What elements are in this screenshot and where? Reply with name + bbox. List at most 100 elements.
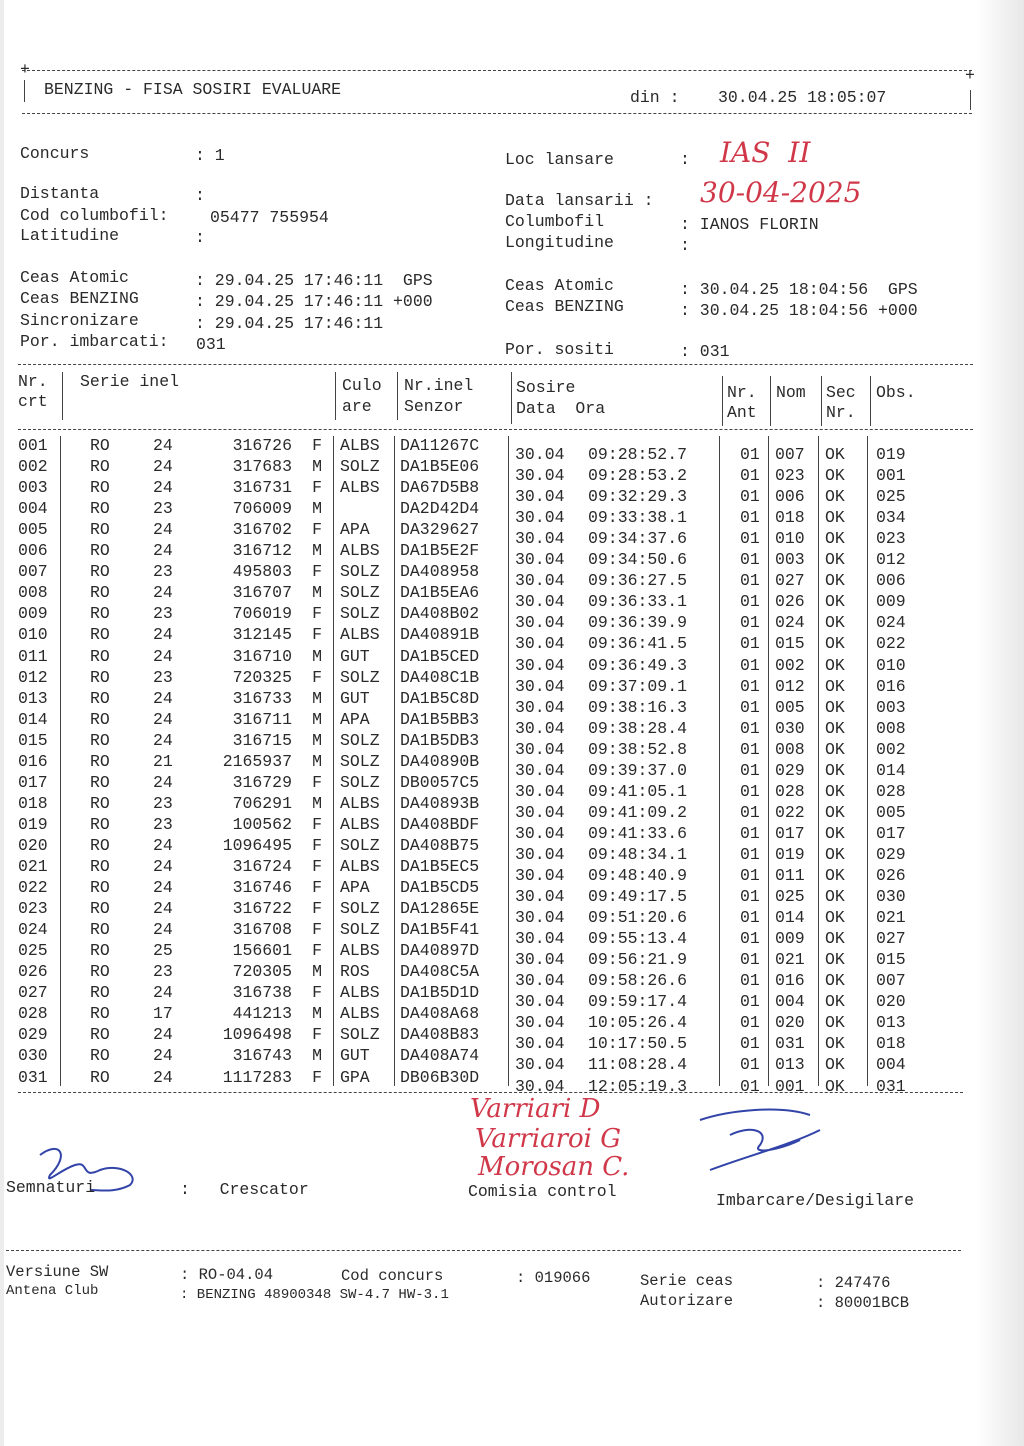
header-right-border — [970, 90, 971, 110]
cell-sec: OK — [825, 634, 845, 654]
col-header-sec-nr: Nr. — [826, 403, 856, 422]
cell-senzor: DA329627 — [400, 520, 480, 540]
col-header-nr-ant: Nr. — [727, 383, 757, 402]
cell-sex: F — [312, 857, 322, 876]
cell-nr: 019 — [18, 814, 48, 834]
cell-tara: RO — [90, 793, 110, 813]
col-header-nr-inel: Nr.inel — [404, 376, 474, 395]
cell-culoare: SOLZ — [340, 899, 380, 919]
cell-senzor: DA408B75 — [400, 835, 480, 855]
cell-nr: 025 — [18, 941, 48, 961]
crescator-label: : Crescator — [180, 1180, 309, 1199]
semnaturi-label: Semnaturi — [6, 1178, 96, 1197]
table-row: 024 RO 24 316708 F SOLZ DA1B5F41 30.04 09:55:13.… — [0, 920, 1000, 948]
serie-ceas-value: : 247476 — [816, 1274, 891, 1292]
cell-nr: 016 — [18, 751, 48, 771]
cell-culoare: ALBS — [340, 541, 380, 561]
cell-tara: RO — [90, 688, 110, 708]
imbarcare-signature-scribble — [699, 1108, 821, 1171]
table-row: 002 RO 24 317683 M SOLZ DA1B5E06 30.04 09:28:53.… — [0, 457, 1000, 485]
cell-nr: 014 — [18, 709, 48, 729]
cell-ant: 01 — [740, 445, 760, 464]
cell-nr: 021 — [18, 857, 48, 876]
col-divider — [821, 376, 822, 426]
cell-nr: 017 — [18, 772, 48, 792]
cell-data: 30.04 — [515, 634, 565, 654]
cell-inel: 441213 — [232, 1004, 292, 1024]
cell-nr: 008 — [18, 583, 48, 603]
cell-culoare: ALBS — [340, 983, 380, 1003]
cell-data: 30.04 — [515, 760, 565, 780]
cell-obs: 008 — [876, 718, 906, 738]
cell-ora: 09:36:33.1 — [588, 592, 688, 612]
cell-tara: RO — [90, 835, 110, 855]
autorizare-label: Autorizare — [640, 1292, 734, 1310]
cell-ora: 09:49:17.5 — [588, 887, 688, 907]
cell-nom: 003 — [775, 550, 805, 570]
cell-nom: 001 — [775, 1076, 805, 1096]
cell-sec: OK — [825, 529, 845, 549]
cell-data: 30.04 — [515, 1013, 565, 1033]
scan-edge-left — [0, 0, 4, 1446]
cell-ant: 01 — [740, 613, 760, 633]
cell-senzor: DA1B5EC5 — [400, 857, 480, 876]
cell-nom: 030 — [775, 718, 805, 738]
cod-concurs-label: Cod concurs — [341, 1267, 444, 1285]
handwritten-data-lansarii: 30-04-2025 — [700, 176, 862, 209]
cell-nr: 011 — [18, 646, 48, 666]
cell-nom: 013 — [775, 1055, 805, 1075]
ceas-benzing-sosire-value: : 30.04.25 18:04:56 +000 — [680, 301, 918, 320]
cell-tara: RO — [90, 604, 110, 624]
cell-senzor: DA1B5D1D — [400, 983, 480, 1003]
cell-data: 30.04 — [515, 929, 565, 949]
cell-ora: 09:41:33.6 — [588, 823, 688, 843]
cell-data: 30.04 — [515, 655, 565, 675]
cell-nr: 031 — [18, 1067, 48, 1087]
cell-sec: OK — [825, 802, 845, 822]
cell-sex: F — [312, 667, 322, 687]
cell-obs: 031 — [876, 1076, 906, 1096]
autorizare-value: : 80001BCB — [816, 1294, 910, 1312]
cell-tara: RO — [90, 751, 110, 771]
cell-sec: OK — [825, 1034, 845, 1054]
cell-culoare: GUT — [340, 1046, 370, 1066]
cell-nom: 015 — [775, 634, 805, 654]
cell-inel: 495803 — [232, 562, 292, 582]
cell-inel: 100562 — [232, 814, 292, 834]
col-header-serie-inel: Serie inel — [80, 372, 180, 391]
col-divider — [335, 372, 336, 420]
cell-nr: 002 — [18, 457, 48, 477]
table-row: 027 RO 24 316738 F ALBS DA1B5D1D 30.04 09:59:17.… — [0, 983, 1000, 1011]
cell-nom: 031 — [775, 1034, 805, 1054]
cell-inel: 1096495 — [222, 835, 292, 855]
cell-nom: 018 — [775, 508, 805, 528]
handwritten-signature-2: Varriaroi G — [475, 1124, 621, 1154]
cell-an: 24 — [153, 899, 173, 919]
cell-data: 30.04 — [515, 823, 565, 843]
cell-sec: OK — [825, 508, 845, 528]
cell-nom: 027 — [775, 571, 805, 591]
cell-nom: 004 — [775, 992, 805, 1012]
cell-senzor: DA1B5E06 — [400, 457, 480, 477]
cell-inel: 2165937 — [222, 751, 292, 771]
cell-data: 30.04 — [515, 718, 565, 738]
cell-ora: 10:05:26.4 — [588, 1013, 688, 1033]
cell-obs: 019 — [876, 445, 906, 464]
cell-inel: 316711 — [232, 709, 292, 729]
header-left-border — [24, 80, 25, 102]
table-row: 028 RO 17 441213 M ALBS DA408A68 30.04 10:05:26.… — [0, 1004, 1000, 1032]
cell-sex: M — [312, 962, 322, 982]
table-row: 018 RO 23 706291 M ALBS DA40893B 30.04 09:41:09.… — [0, 793, 1000, 822]
cell-an: 24 — [153, 983, 173, 1003]
cell-an: 21 — [153, 751, 173, 771]
cell-tara: RO — [90, 899, 110, 919]
cell-tara: RO — [90, 878, 110, 898]
cell-sec: OK — [825, 781, 845, 801]
col-header-senzor: Senzor — [404, 397, 464, 416]
cell-senzor: DA67D5B8 — [400, 478, 480, 498]
cell-tara: RO — [90, 709, 110, 729]
scan-edge-right — [976, 0, 1024, 1446]
cell-ant: 01 — [740, 676, 760, 696]
cell-sex: M — [312, 1004, 322, 1024]
cell-sex: M — [312, 751, 322, 771]
